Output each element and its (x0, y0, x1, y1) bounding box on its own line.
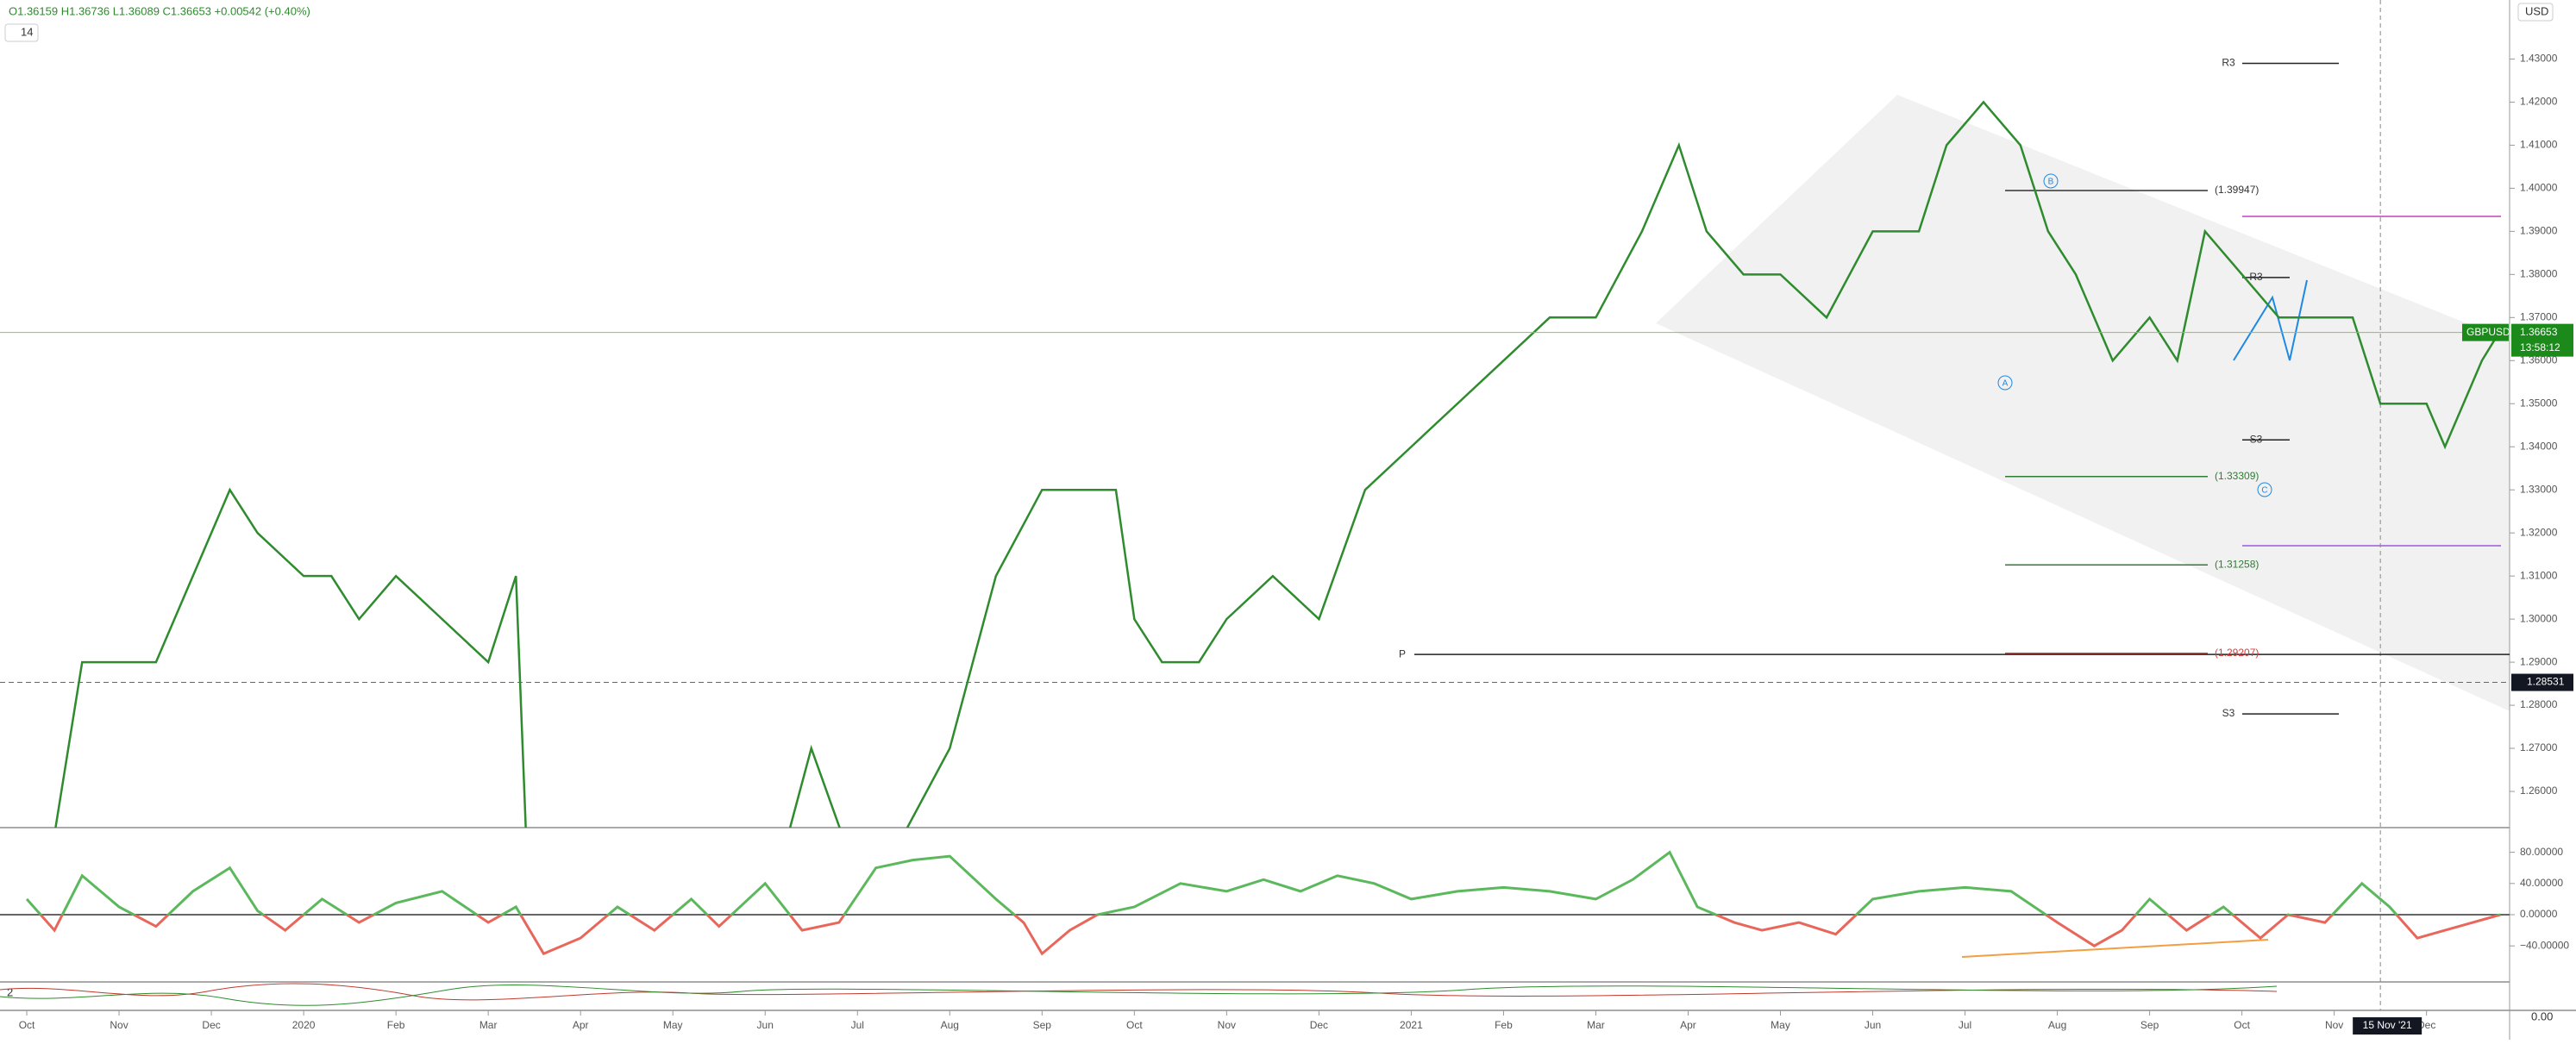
currency-label[interactable]: USD (2525, 4, 2548, 17)
fib-label: (1.33309) (2215, 470, 2259, 482)
y-tick-label: 1.37000 (2520, 310, 2558, 322)
x-tick-label: Jun (757, 1019, 774, 1031)
x-tick-label: Dec (1310, 1019, 1328, 1031)
pivot-label: R3 (2222, 57, 2235, 69)
crosshair-label-bg (2511, 673, 2573, 691)
x-tick-label: Sep (1033, 1019, 1052, 1031)
y-tick-label: 1.34000 (2520, 440, 2558, 452)
y-tick-label: 1.30000 (2520, 612, 2558, 624)
y-tick-label: 1.39000 (2520, 225, 2558, 237)
wave-label: A (2003, 379, 2009, 389)
cursor-date-bg (2353, 1017, 2422, 1035)
symbol-tag: GBPUSD (2466, 326, 2510, 338)
x-tick-label: Jul (851, 1019, 864, 1031)
x-tick-label: Oct (1126, 1019, 1143, 1031)
y-tick-label: 80.00000 (2520, 846, 2563, 858)
y-tick-label: 1.33000 (2520, 483, 2558, 495)
x-tick-label: Nov (110, 1019, 128, 1031)
projection-arrow (2233, 279, 2308, 361)
ohlc-header: O1.36159 H1.36736 L1.36089 C1.36653 +0.0… (9, 4, 310, 17)
x-tick-label: Apr (1680, 1019, 1696, 1031)
x-tick-label: Jul (1959, 1019, 1971, 1031)
stoch-line (0, 983, 2278, 1001)
y-tick-label: 1.42000 (2520, 96, 2558, 108)
x-tick-label: Apr (573, 1019, 589, 1031)
x-tick-label: Aug (2048, 1019, 2066, 1031)
fib-label: (1.29207) (2215, 647, 2259, 659)
last-price-bg (2511, 323, 2573, 357)
price-line (54, 100, 2502, 828)
y-tick-label: 1.35000 (2520, 397, 2558, 409)
x-tick-label: May (1771, 1019, 1790, 1031)
pivot-label: S3 (2222, 707, 2235, 719)
y-tick-label: −40.00000 (2520, 939, 2569, 951)
pivot-label: R3 (2249, 271, 2263, 283)
y-tick-label: 1.43000 (2520, 53, 2558, 65)
x-tick-label: Nov (2325, 1019, 2343, 1031)
x-tick-label: Mar (479, 1019, 498, 1031)
fib-label: (1.31258) (2215, 558, 2259, 570)
oscillator-line (25, 850, 2501, 956)
x-tick-label: May (663, 1019, 683, 1031)
x-tick-label: Sep (2140, 1019, 2159, 1031)
pivot-label: S3 (2250, 433, 2263, 445)
x-tick-label: 2021 (1400, 1019, 1423, 1031)
x-tick-label: Jun (1865, 1019, 1881, 1031)
y-tick-label: 1.27000 (2520, 741, 2558, 753)
wave-marker (2043, 173, 2059, 189)
fib-label: (1.39947) (2215, 184, 2259, 196)
interval-label[interactable]: 14 (21, 25, 33, 38)
level-line (2242, 545, 2501, 547)
regression-channel (1656, 95, 2510, 711)
wave-marker (2257, 482, 2272, 497)
x-tick-label: Mar (1587, 1019, 1605, 1031)
countdown: 13:58:12 (2520, 341, 2560, 353)
wave-label: C (2261, 486, 2267, 496)
y-tick-label: 1.40000 (2520, 182, 2558, 194)
level-line (2242, 216, 2501, 217)
x-tick-label: Dec (202, 1019, 220, 1031)
y-tick-label: 1.36000 (2520, 353, 2558, 366)
x-tick-label: Oct (2234, 1019, 2250, 1031)
y-tick-label: 1.26000 (2520, 785, 2558, 797)
y-tick-label: 0.00000 (2520, 908, 2558, 920)
y-tick-label: 1.38000 (2520, 268, 2558, 280)
y-tick-label: 1.41000 (2520, 139, 2558, 151)
cursor-date-label: 15 Nov '21 (2363, 1019, 2412, 1031)
y-tick-label: 1.28000 (2520, 698, 2558, 710)
wave-marker (1997, 375, 2013, 391)
currency-button[interactable] (2517, 3, 2554, 22)
stoch-line (0, 985, 2278, 1006)
x-tick-label: Oct (19, 1019, 35, 1031)
interval-button[interactable] (4, 23, 39, 42)
x-tick-label: 2020 (292, 1019, 316, 1031)
last-price-label: 1.36653 (2520, 326, 2558, 338)
x-tick-label: Dec (2417, 1019, 2435, 1031)
x-tick-label: Feb (387, 1019, 405, 1031)
y-tick-label: 40.00000 (2520, 877, 2563, 889)
stoch-length: 2 (7, 985, 13, 998)
y-tick-label: 1.32000 (2520, 526, 2558, 538)
y-tick-label: 1.29000 (2520, 655, 2558, 667)
stoch-tick-label: 0.00 (2531, 1010, 2553, 1022)
wave-label: B (2048, 178, 2054, 187)
y-tick-label: 1.31000 (2520, 569, 2558, 581)
crosshair-label: 1.28531 (2527, 676, 2565, 688)
pivot-label: P (1399, 647, 1406, 660)
x-tick-label: Feb (1495, 1019, 1513, 1031)
symbol-tag-bg (2462, 323, 2509, 341)
x-tick-label: Nov (1218, 1019, 1236, 1031)
osc-trendline (1961, 939, 2269, 958)
price-series (54, 100, 2502, 828)
x-tick-label: Aug (941, 1019, 959, 1031)
